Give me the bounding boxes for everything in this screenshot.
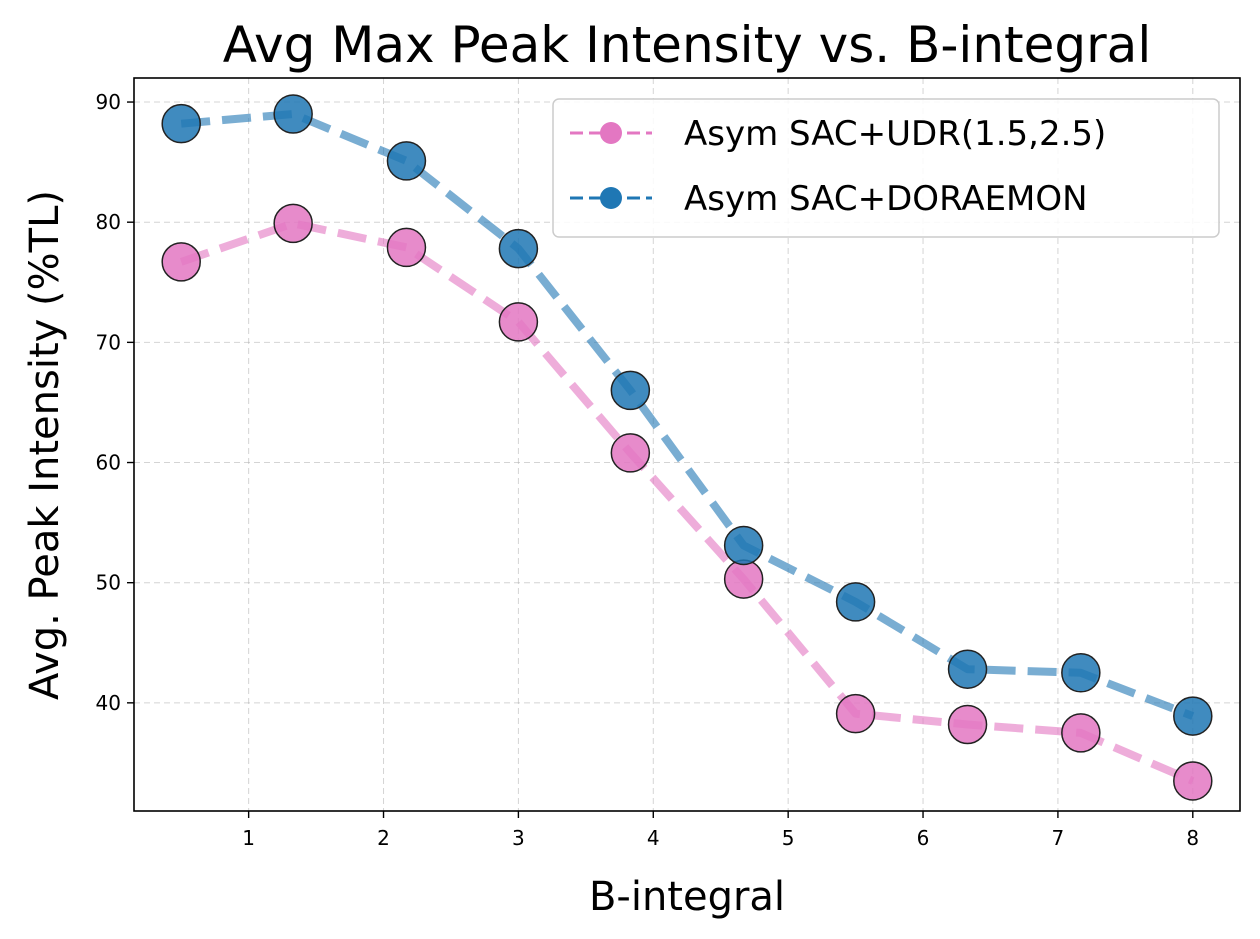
y-tick-label: 40 [96, 691, 121, 715]
legend: Asym SAC+UDR(1.5,2.5) Asym SAC+DORAEMON [552, 98, 1220, 238]
data-point [1061, 653, 1101, 693]
plot-frame [133, 77, 1241, 812]
y-tick-label: 80 [96, 210, 121, 234]
series-layer [161, 94, 1213, 801]
x-tick-label: 7 [1052, 826, 1065, 850]
data-point [1173, 761, 1213, 801]
legend-entry: Asym SAC+UDR(1.5,2.5) [570, 114, 1106, 154]
data-point [273, 94, 313, 134]
axis-ticks: 1 2 3 4 5 6 7 8 40 50 60 70 80 90 [96, 90, 1200, 850]
y-tick-label: 90 [96, 90, 121, 114]
legend-label: Asym SAC+UDR(1.5,2.5) [684, 114, 1106, 154]
chart-title: Avg Max Peak Intensity vs. B-integral [223, 16, 1151, 74]
data-point [947, 704, 988, 745]
data-point [835, 693, 876, 734]
legend-box [552, 98, 1220, 238]
legend-label: Asym SAC+DORAEMON [684, 179, 1088, 219]
x-tick-label: 5 [782, 826, 795, 850]
data-point [273, 203, 313, 244]
y-axis-label: Avg. Peak Intensity (%TL) [22, 190, 68, 700]
series-1 [161, 203, 1213, 801]
data-point [835, 582, 876, 622]
y-tick-label: 70 [96, 330, 121, 354]
x-axis-label: B-integral [589, 874, 785, 920]
y-tick-label: 50 [96, 571, 121, 595]
x-tick-label: 8 [1186, 826, 1199, 850]
x-tick-label: 6 [917, 826, 930, 850]
x-tick-label: 3 [512, 826, 525, 850]
series-line [180, 110, 1195, 720]
data-point [1173, 696, 1213, 736]
data-point [161, 242, 201, 282]
x-tick-label: 2 [377, 826, 390, 850]
data-point [386, 141, 427, 181]
data-point [386, 227, 427, 268]
data-point [498, 302, 539, 342]
legend-entry: Asym SAC+DORAEMON [570, 179, 1088, 219]
data-point [498, 228, 539, 269]
series-line [179, 219, 1195, 785]
y-tick-label: 60 [96, 451, 121, 475]
data-point [610, 433, 651, 473]
data-point [723, 525, 764, 566]
data-point [610, 370, 651, 411]
legend-marker [600, 122, 622, 144]
legend-marker [600, 187, 622, 209]
series-2 [161, 94, 1213, 736]
data-point [947, 649, 988, 689]
data-point [723, 559, 764, 599]
data-point [1061, 713, 1101, 753]
x-tick-label: 4 [647, 826, 660, 850]
x-tick-label: 1 [242, 826, 255, 850]
data-point [161, 103, 201, 144]
